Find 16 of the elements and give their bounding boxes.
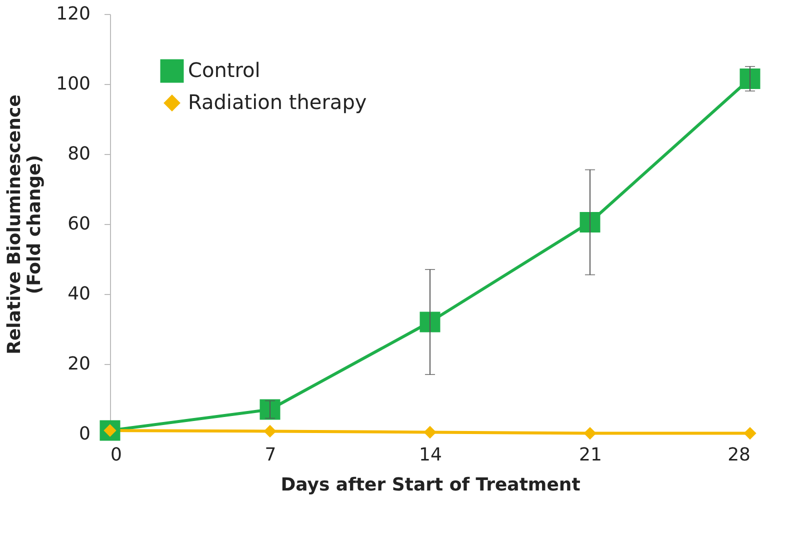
y-axis-title: Relative Bioluminescence (Fold change)	[4, 94, 46, 354]
x-axis-title: Days after Start of Treatment	[280, 474, 581, 496]
x-tick-label: 21	[579, 444, 602, 466]
y-tick-label: 40	[68, 284, 90, 304]
y-tick-label: 120	[56, 4, 90, 24]
y-tick-label: 60	[68, 214, 90, 234]
y-tick-label: 100	[56, 74, 90, 94]
legend-label: Radiation therapy	[188, 90, 367, 114]
x-tick-label: 7	[264, 444, 276, 466]
x-tick-label: 0	[110, 444, 122, 466]
legend-label: Control	[188, 58, 260, 82]
x-tick-label: 28	[728, 444, 750, 466]
y-tick-label: 80	[68, 144, 90, 164]
x-tick-label: 14	[419, 444, 442, 466]
y-tick-label: 20	[68, 354, 90, 374]
y-tick-label: 0	[79, 424, 90, 444]
